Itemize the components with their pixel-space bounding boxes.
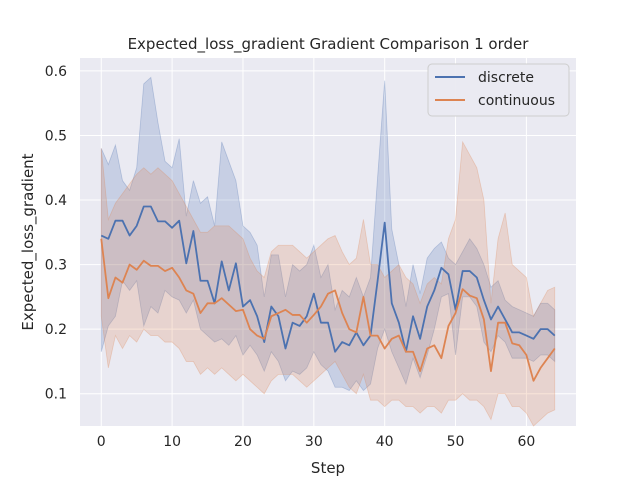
y-tick-label: 0.4 xyxy=(45,193,67,209)
x-tick-label: 40 xyxy=(376,434,394,450)
line-discrete xyxy=(100,205,556,353)
plot-area xyxy=(80,58,576,426)
y-axis-label: Expected_loss_gradient xyxy=(19,153,38,330)
x-tick-label: 60 xyxy=(517,434,535,450)
y-tick-label: 0.3 xyxy=(45,258,67,274)
grid xyxy=(80,58,576,426)
x-axis-ticks: 0 10 20 30 40 50 60 xyxy=(97,434,536,450)
y-tick-label: 0.2 xyxy=(45,322,67,338)
y-tick-label: 0.5 xyxy=(45,128,67,144)
y-tick-label: 0.1 xyxy=(45,387,67,403)
series-lines xyxy=(100,205,556,382)
legend: discrete continuous xyxy=(427,63,570,117)
y-axis-ticks: 0.1 0.2 0.3 0.4 0.5 0.6 xyxy=(45,64,67,403)
x-axis-label: Step xyxy=(311,459,345,477)
chart-title: Expected_loss_gradient Gradient Comparis… xyxy=(128,35,530,54)
line-continuous xyxy=(100,238,556,382)
x-tick-label: 50 xyxy=(447,434,465,450)
x-tick-label: 0 xyxy=(97,434,106,450)
x-tick-label: 30 xyxy=(305,434,323,450)
x-tick-label: 20 xyxy=(234,434,252,450)
y-tick-label: 0.6 xyxy=(45,64,67,80)
band-discrete xyxy=(100,76,556,392)
legend-label-continuous: continuous xyxy=(478,93,555,109)
legend-label-discrete: discrete xyxy=(478,70,534,86)
x-tick-label: 10 xyxy=(163,434,181,450)
